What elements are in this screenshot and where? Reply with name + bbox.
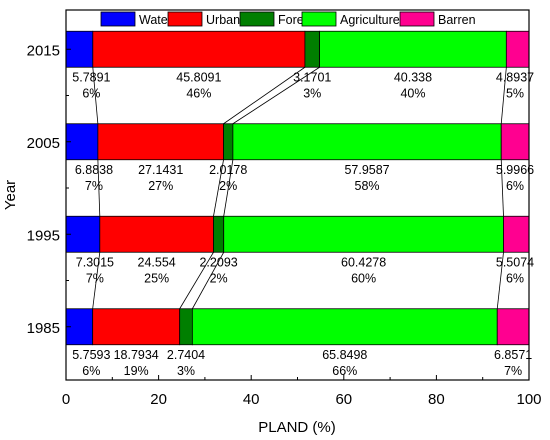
y-tick-label-2005: 2005 bbox=[27, 135, 60, 152]
connector-line-2015-2005-2 bbox=[223, 66, 306, 125]
percent-label-barren-1995: 6% bbox=[506, 271, 524, 285]
percent-label-forest-1995: 2% bbox=[210, 271, 228, 285]
bar-forest-2005 bbox=[223, 123, 234, 161]
x-axis-title: PLAND (%) bbox=[258, 419, 336, 436]
value-label-barren-2005: 5.9966 bbox=[496, 163, 534, 177]
legend-swatch-agriculture bbox=[301, 11, 337, 27]
value-label-barren-1985: 6.8571 bbox=[494, 348, 532, 362]
bar-agriculture-2005 bbox=[232, 123, 502, 161]
x-tick-label-80: 80 bbox=[428, 391, 445, 408]
connector-line-2015-2005-4 bbox=[500, 67, 507, 124]
legend: Water Urban Forest Agriculture Barren bbox=[100, 11, 476, 27]
value-label-agriculture-2005: 57.9587 bbox=[344, 163, 389, 177]
percent-label-agriculture-1995: 60% bbox=[351, 271, 376, 285]
x-tick-label-0: 0 bbox=[62, 391, 70, 408]
bar-barren-2015 bbox=[505, 30, 530, 68]
x-tick-label-60: 60 bbox=[335, 391, 352, 408]
bar-water-1995 bbox=[65, 215, 101, 253]
axes-layer: 0 20 40 60 80 100 2015 2005 1995 1985 bbox=[27, 42, 542, 408]
x-tick-label-100: 100 bbox=[516, 391, 541, 408]
value-label-forest-2015: 3.1701 bbox=[293, 70, 331, 84]
percent-label-barren-2015: 5% bbox=[506, 86, 524, 100]
percent-label-water-1985: 6% bbox=[82, 364, 100, 378]
value-label-agriculture-1995: 60.4278 bbox=[341, 255, 386, 269]
bar-water-2005 bbox=[65, 123, 99, 161]
connector-line-2005-1995-3 bbox=[223, 159, 234, 217]
bar-forest-2015 bbox=[304, 30, 320, 68]
connector-line-2015-2005-3 bbox=[232, 66, 320, 125]
connector-line-1995-1985-2 bbox=[179, 252, 214, 309]
bar-agriculture-1985 bbox=[191, 308, 498, 346]
legend-label-agriculture: Agriculture bbox=[340, 13, 400, 27]
legend-swatch-forest bbox=[239, 11, 275, 27]
value-label-agriculture-1985: 65.8498 bbox=[322, 348, 367, 362]
value-label-agriculture-2015: 40.338 bbox=[394, 70, 432, 84]
labels-layer: 5.7891 6% 45.8091 46% 3.1701 3% 40.338 40% 4.893… bbox=[72, 70, 534, 378]
value-label-forest-2005: 2.0178 bbox=[209, 163, 247, 177]
legend-label-urban: Urban bbox=[206, 13, 240, 27]
value-label-urban-2015: 45.8091 bbox=[176, 70, 221, 84]
y-tick-label-2015: 2015 bbox=[27, 42, 60, 59]
legend-label-barren: Barren bbox=[438, 13, 476, 27]
value-label-water-2005: 6.8838 bbox=[75, 163, 113, 177]
legend-swatch-urban bbox=[167, 11, 203, 27]
bar-forest-1995 bbox=[213, 215, 225, 253]
percent-label-forest-1985: 3% bbox=[177, 364, 195, 378]
bar-urban-1995 bbox=[99, 215, 214, 253]
bar-barren-2005 bbox=[500, 123, 530, 161]
connector-line-2015-2005-1 bbox=[92, 67, 99, 124]
x-tick-label-40: 40 bbox=[243, 391, 260, 408]
percent-label-barren-1985: 7% bbox=[504, 364, 522, 378]
value-label-water-1985: 5.7593 bbox=[72, 348, 110, 362]
percent-label-water-2005: 7% bbox=[85, 179, 103, 193]
percent-label-water-2015: 6% bbox=[82, 86, 100, 100]
value-label-urban-1995: 24.554 bbox=[138, 255, 176, 269]
bar-urban-2005 bbox=[97, 123, 224, 161]
y-tick-label-1985: 1985 bbox=[27, 320, 60, 337]
percent-label-urban-2015: 46% bbox=[186, 86, 211, 100]
connectors-layer bbox=[92, 66, 507, 309]
connector-line-1995-1985-3 bbox=[192, 252, 225, 309]
bars-layer bbox=[65, 30, 530, 346]
value-label-forest-1985: 2.7404 bbox=[167, 348, 205, 362]
percent-label-barren-2005: 6% bbox=[506, 179, 524, 193]
value-label-barren-2015: 4.8937 bbox=[496, 70, 534, 84]
bar-agriculture-2015 bbox=[319, 30, 507, 68]
percent-label-agriculture-2015: 40% bbox=[400, 86, 425, 100]
legend-swatch-barren bbox=[399, 11, 435, 27]
percent-label-forest-2005: 2% bbox=[219, 179, 237, 193]
value-label-barren-1995: 5.5074 bbox=[496, 255, 534, 269]
y-tick-label-1995: 1995 bbox=[27, 227, 60, 244]
connector-line-2005-1995-1 bbox=[97, 159, 101, 217]
percent-label-urban-2005: 27% bbox=[148, 179, 173, 193]
value-label-water-1995: 7.3015 bbox=[76, 255, 114, 269]
value-label-water-2015: 5.7891 bbox=[72, 70, 110, 84]
percent-label-urban-1995: 25% bbox=[144, 271, 169, 285]
connector-line-2005-1995-2 bbox=[213, 159, 224, 217]
value-label-urban-1985: 18.7934 bbox=[114, 348, 159, 362]
connector-line-2005-1995-4 bbox=[500, 159, 504, 217]
percent-label-agriculture-1985: 66% bbox=[332, 364, 357, 378]
bar-forest-1985 bbox=[179, 308, 193, 346]
connector-line-1995-1985-4 bbox=[496, 252, 504, 309]
y-axis-title: Year bbox=[2, 180, 19, 210]
value-label-forest-1995: 2.2093 bbox=[199, 255, 237, 269]
legend-label-water: Water bbox=[139, 13, 172, 27]
bar-urban-2015 bbox=[92, 30, 306, 68]
bar-barren-1985 bbox=[496, 308, 530, 346]
legend-swatch-water bbox=[100, 11, 136, 27]
value-label-urban-2005: 27.1431 bbox=[138, 163, 183, 177]
connector-line-1995-1985-1 bbox=[92, 252, 101, 309]
bar-agriculture-1995 bbox=[223, 215, 504, 253]
percent-label-urban-1985: 19% bbox=[124, 364, 149, 378]
x-tick-label-20: 20 bbox=[150, 391, 167, 408]
percent-label-agriculture-2005: 58% bbox=[355, 179, 380, 193]
percent-label-forest-2015: 3% bbox=[303, 86, 321, 100]
percent-label-water-1995: 7% bbox=[86, 271, 104, 285]
bar-urban-1985 bbox=[92, 308, 181, 346]
bar-barren-1995 bbox=[503, 215, 530, 253]
